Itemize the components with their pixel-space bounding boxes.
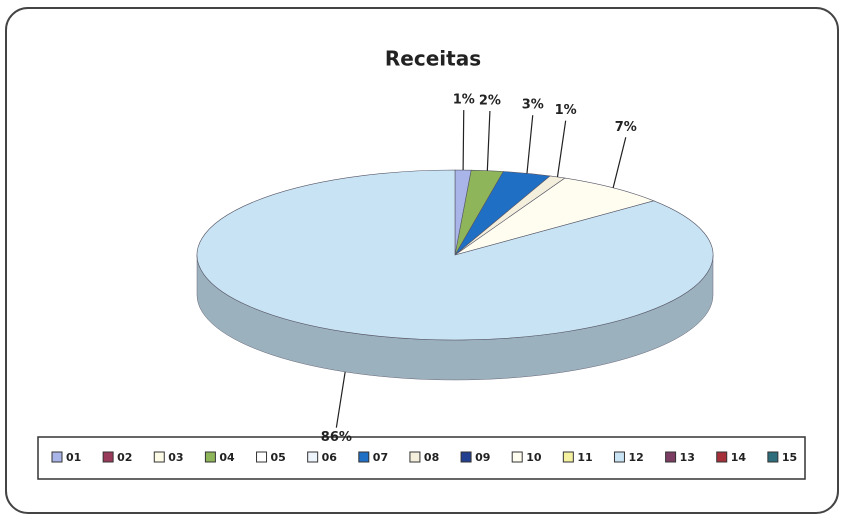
legend-swatch — [256, 451, 268, 463]
legend-label: 10 — [526, 451, 542, 464]
legend-swatch — [153, 451, 165, 463]
legend-label: 03 — [168, 451, 183, 464]
leader-line — [556, 120, 567, 178]
legend-swatch — [409, 451, 421, 463]
legend-label: 13 — [680, 451, 695, 464]
legend-label: 02 — [117, 451, 132, 464]
legend-label: 04 — [219, 451, 235, 464]
legend-label: 08 — [424, 451, 439, 464]
chart-title: Receitas — [385, 47, 481, 71]
legend-swatch — [613, 451, 625, 463]
data-label: 7% — [615, 120, 637, 135]
legend-label: 14 — [731, 451, 747, 464]
legend-swatch — [204, 451, 216, 463]
leader-line — [612, 137, 627, 188]
leader-line — [335, 371, 346, 428]
leader-line — [526, 115, 534, 174]
data-label: 2% — [479, 94, 501, 109]
legend-swatch — [358, 451, 370, 463]
legend-swatch — [102, 451, 114, 463]
legend-label: 05 — [271, 451, 286, 464]
legend-box — [37, 436, 806, 480]
legend-label: 06 — [322, 451, 338, 464]
leader-line — [462, 110, 465, 171]
data-label: 86% — [321, 430, 352, 445]
legend-swatch — [307, 451, 319, 463]
legend-swatch — [51, 451, 63, 463]
legend-label: 15 — [782, 451, 797, 464]
legend-label: 09 — [475, 451, 490, 464]
legend-label: 11 — [577, 451, 592, 464]
data-label: 1% — [555, 103, 577, 118]
legend-label: 07 — [373, 451, 388, 464]
data-label: 3% — [522, 98, 544, 113]
pie-slice — [454, 177, 655, 256]
leader-line — [486, 110, 491, 171]
legend-label: 12 — [628, 451, 643, 464]
legend-swatch — [460, 451, 472, 463]
pie-slice — [196, 169, 714, 341]
legend-swatch — [511, 451, 523, 463]
legend-swatch — [562, 451, 574, 463]
legend-label: 01 — [66, 451, 81, 464]
legend-swatch — [716, 451, 728, 463]
data-label: 1% — [453, 93, 475, 108]
legend-swatch — [767, 451, 779, 463]
legend-swatch — [665, 451, 677, 463]
